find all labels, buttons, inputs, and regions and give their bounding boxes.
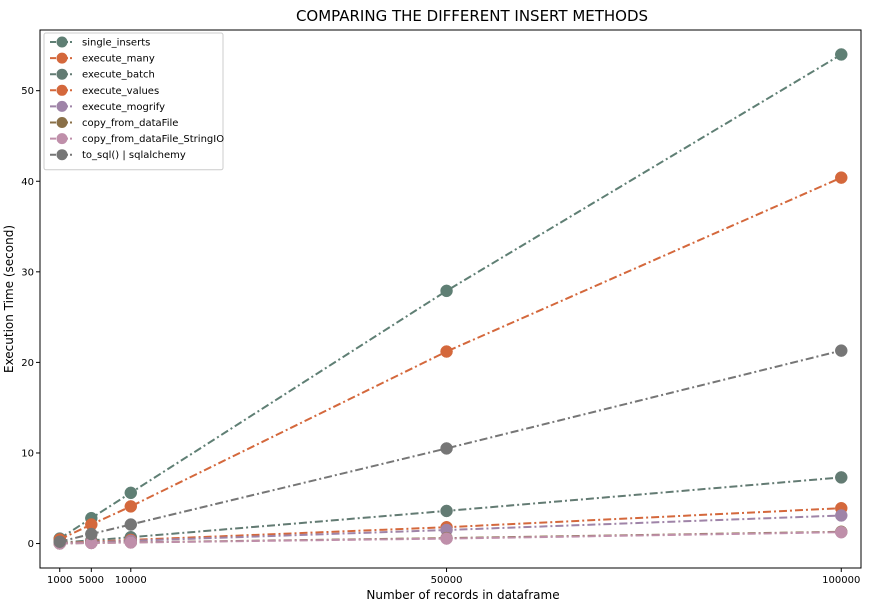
legend-label: to_sql() | sqlalchemy [82, 150, 186, 161]
data-point [125, 519, 137, 531]
series-to-sql-sqlalchemy [54, 345, 848, 548]
x-tick-label: 5000 [79, 575, 104, 586]
y-tick-label: 20 [21, 358, 34, 369]
series-execute-many [54, 172, 848, 546]
legend-label: copy_from_dataFile_StringIO [82, 134, 224, 145]
legend-marker [57, 69, 68, 80]
legend-marker [57, 149, 68, 160]
data-point [125, 500, 137, 512]
data-point [835, 48, 847, 60]
legend-marker [57, 101, 68, 112]
data-point [835, 172, 847, 184]
x-tick-label: 100000 [822, 575, 860, 586]
y-tick-label: 50 [21, 86, 34, 97]
data-point [125, 487, 137, 499]
legend-marker [57, 53, 68, 64]
series-line [60, 178, 842, 540]
y-tick-label: 40 [21, 177, 34, 188]
legend-label: execute_many [82, 54, 155, 65]
legend-label: execute_mogrify [82, 102, 165, 113]
data-point [835, 509, 847, 521]
legend-marker [57, 117, 68, 128]
chart-title: COMPARING THE DIFFERENT INSERT METHODS [296, 7, 648, 25]
legend-marker [57, 37, 68, 48]
y-tick-label: 0 [28, 539, 34, 550]
x-tick-label: 50000 [431, 575, 463, 586]
data-point [835, 471, 847, 483]
legend-label: execute_batch [82, 70, 155, 81]
legend-marker [57, 85, 68, 96]
x-tick-label: 10000 [115, 575, 147, 586]
x-tick-label: 1000 [47, 575, 72, 586]
legend-label: execute_values [82, 86, 159, 97]
data-point [54, 536, 66, 548]
data-point [441, 346, 453, 358]
legend-label: copy_from_dataFile [82, 118, 178, 129]
y-tick-label: 10 [21, 448, 34, 459]
data-point [125, 536, 137, 548]
x-axis-title: Number of records in dataframe [366, 588, 559, 602]
legend-label: single_inserts [82, 38, 150, 49]
y-tick-label: 30 [21, 267, 34, 278]
data-point [85, 528, 97, 540]
legend-marker [57, 133, 68, 144]
data-point [441, 533, 453, 545]
data-point [835, 345, 847, 357]
legend: single_inserts execute_many execute_batche… [44, 33, 224, 170]
data-point [441, 505, 453, 517]
data-point [835, 526, 847, 538]
data-point [441, 442, 453, 454]
data-point [441, 285, 453, 297]
y-axis-title: Execution Time (second) [2, 225, 16, 373]
